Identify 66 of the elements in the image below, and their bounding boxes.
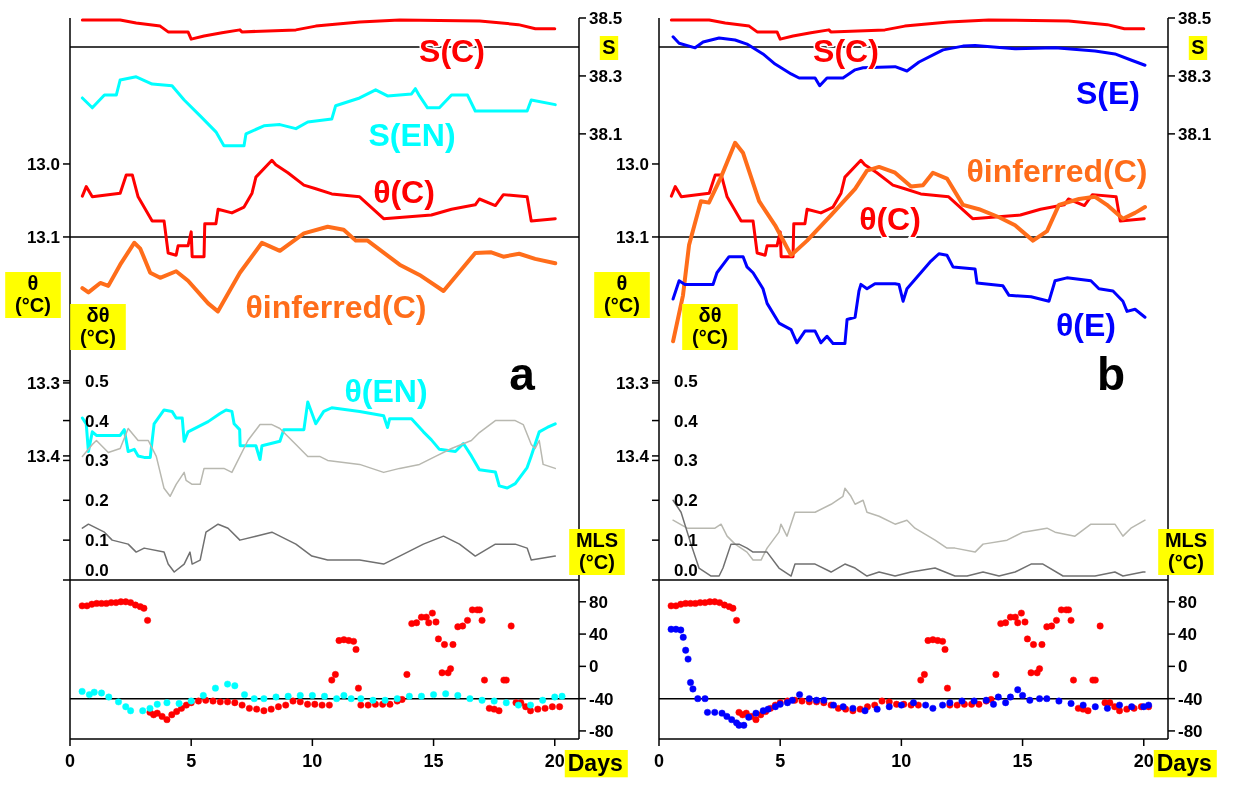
y2-tick-label: 38.5 (589, 9, 623, 28)
x-tick-label: 0 (653, 751, 665, 771)
y-tick-label: 80 (1178, 592, 1197, 612)
x-axis-title: Days (1156, 750, 1212, 776)
y2-tick-label: 38.5 (1178, 9, 1212, 28)
y3-tick-label: 0.2 (85, 491, 109, 511)
y-tick-label: 13.4 (26, 446, 61, 466)
y-tick-label: -80 (589, 721, 614, 741)
y3-tick-label: 0.5 (85, 371, 109, 391)
y3-tick-label: 0.0 (674, 561, 698, 580)
x-tick-label: 10 (302, 751, 323, 771)
y3-axis-title: δθ (°C) (692, 304, 728, 348)
y3-tick-label: 0.2 (674, 491, 698, 511)
y-tick-label: 80 (589, 592, 608, 612)
y3-tick-label: 0.3 (674, 451, 698, 471)
y3-tick-label: 0.0 (85, 561, 109, 580)
series-label: θ(C) (373, 174, 435, 210)
x-tick-label: 20 (1133, 751, 1154, 771)
y3-tick-label: 0.4 (674, 411, 699, 431)
x-tick-label: 0 (64, 751, 76, 771)
y2-tick-label: 38.1 (1178, 124, 1212, 144)
annotation: b (1096, 348, 1126, 400)
x-tick-label: 5 (775, 751, 786, 771)
x-tick-label: 5 (186, 751, 197, 771)
series-label: θ(E) (1056, 307, 1116, 343)
x-tick-label: 15 (423, 751, 444, 771)
annotation: a (509, 348, 536, 400)
y-tick-label: -40 (589, 689, 614, 709)
y3-tick-label: 0.3 (85, 451, 109, 471)
y-tick-label: 0 (589, 657, 599, 677)
y-axis-title: θ (°C) (15, 272, 51, 316)
y-axis-title: MLS (°C) (1164, 529, 1208, 573)
series-label: S(E) (1076, 75, 1140, 111)
y3-tick-label: 0.5 (674, 371, 698, 391)
y-tick-label: 13.3 (26, 373, 60, 393)
y-tick-label: -80 (1178, 721, 1203, 741)
series-label: θ(EN) (344, 373, 428, 409)
y-tick-label: -40 (1178, 689, 1203, 709)
y-tick-label: 13.1 (26, 227, 60, 247)
y2-axis-title: S (1191, 36, 1205, 58)
y-tick-label: 13.0 (615, 154, 649, 174)
y-tick-label: 0 (1178, 657, 1188, 677)
x-tick-label: 15 (1012, 751, 1033, 771)
y3-tick-label: 0.4 (85, 411, 110, 431)
y-tick-label: 40 (589, 625, 608, 645)
series-label: θ(C) (859, 201, 921, 237)
y-tick-label: 13.4 (615, 446, 650, 466)
y2-tick-label: 38.3 (1178, 66, 1212, 86)
y-tick-label: 13.0 (26, 154, 60, 174)
y-axis-title: MLS (°C) (575, 529, 619, 573)
y2-tick-label: 38.3 (589, 66, 623, 86)
series-label: θinferred(C) (966, 153, 1148, 189)
series-label: θinferred(C) (245, 289, 427, 325)
x-axis-title: Days (567, 750, 623, 776)
y3-axis-title: δθ (°C) (80, 304, 116, 348)
y2-tick-label: 38.1 (589, 124, 623, 144)
y2-axis-title: S (602, 36, 616, 58)
x-tick-label: 10 (891, 751, 912, 771)
y-axis-title: θ (°C) (604, 272, 640, 316)
y3-tick-label: 0.1 (85, 531, 109, 551)
y-tick-label: 40 (1178, 625, 1197, 645)
y-tick-label: 13.1 (615, 227, 649, 247)
y3-tick-label: 0.1 (674, 531, 698, 551)
x-tick-label: 20 (544, 751, 565, 771)
series-label: S(EN) (368, 117, 456, 153)
y-tick-label: 13.3 (615, 373, 649, 393)
